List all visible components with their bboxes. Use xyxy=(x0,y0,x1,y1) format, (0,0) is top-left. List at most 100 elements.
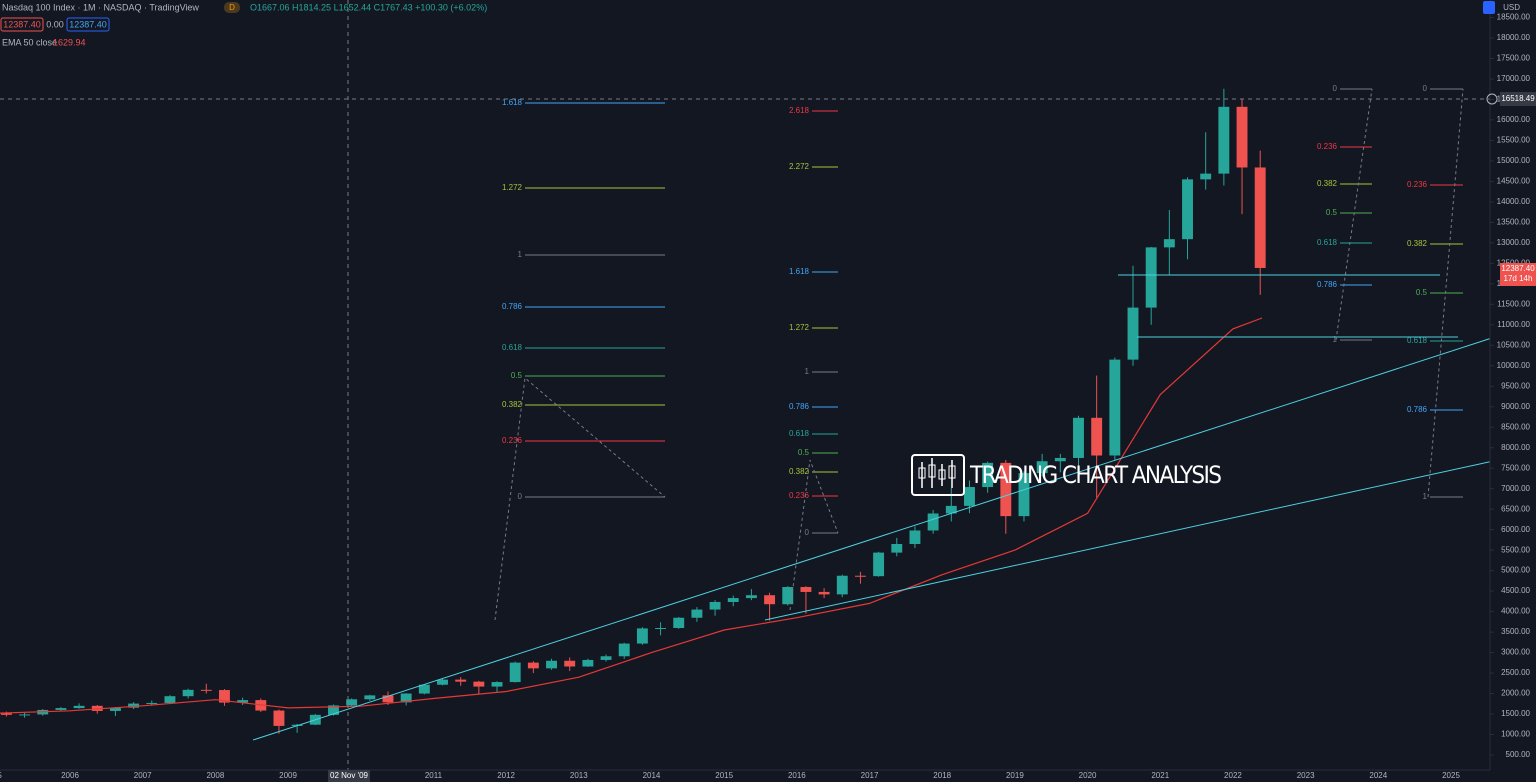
fib-label: 0.5 xyxy=(511,371,523,380)
candle-body xyxy=(582,659,594,667)
badge-box xyxy=(224,2,240,13)
fib-label: 0.236 xyxy=(502,436,523,445)
fib-label: 0 xyxy=(805,528,810,537)
fib-label: 0.382 xyxy=(1317,179,1338,188)
ema-value: 1629.94 xyxy=(53,37,86,47)
candle-body xyxy=(1073,417,1084,458)
candle-body xyxy=(1036,461,1048,474)
candle-body xyxy=(346,699,358,706)
candle-body xyxy=(237,700,249,703)
candle-body xyxy=(128,703,140,708)
y-tick-label: 7500.00 xyxy=(1501,463,1530,472)
buy-button[interactable] xyxy=(66,17,110,32)
candle-body xyxy=(55,708,67,710)
fib-label: 0.618 xyxy=(1407,336,1428,345)
y-tick-label: 7000.00 xyxy=(1501,484,1530,493)
fib-label: 0.786 xyxy=(789,402,810,411)
candle-body xyxy=(491,682,503,687)
fib-label: 1.618 xyxy=(502,98,523,107)
candle-body xyxy=(836,575,848,595)
y-tick-label: 15000.00 xyxy=(1497,156,1531,165)
fib-label: 0.382 xyxy=(1407,239,1428,248)
candle-body xyxy=(328,705,339,715)
candle-body xyxy=(891,543,903,553)
fib-label: 0 xyxy=(1333,84,1338,93)
x-tick-label: 2017 xyxy=(861,771,879,780)
x-tick-label: 2018 xyxy=(933,771,951,780)
watermark-icon xyxy=(921,458,953,488)
last-price-box xyxy=(1500,263,1536,286)
candle-body xyxy=(927,513,939,531)
candle-body xyxy=(655,627,667,629)
fib-label: 1 xyxy=(805,367,810,376)
candle-body xyxy=(764,595,776,605)
candle-body xyxy=(1054,457,1066,462)
y-tick-label: 2000.00 xyxy=(1501,689,1530,698)
countdown: 17d 14h xyxy=(1504,274,1533,283)
candle-body xyxy=(727,598,739,602)
candle-body xyxy=(546,660,557,669)
y-tick-label: 14000.00 xyxy=(1497,197,1531,206)
sell-button[interactable] xyxy=(0,17,44,32)
candle-body xyxy=(854,575,866,577)
y-tick-label: 8000.00 xyxy=(1501,443,1530,452)
fib-trend xyxy=(494,377,666,621)
fib-label: 0 xyxy=(518,492,523,501)
y-tick-label: 16000.00 xyxy=(1497,115,1531,124)
y-tick-label: 15500.00 xyxy=(1497,136,1531,145)
candle-body xyxy=(400,693,412,703)
fib-label: 1 xyxy=(1423,492,1428,501)
fib-label: 0.236 xyxy=(1317,142,1338,151)
candle-body xyxy=(818,591,830,595)
x-tick-label: 2013 xyxy=(570,771,588,780)
fib-label: 0.236 xyxy=(1407,180,1428,189)
watermark: TRADING CHART ANALYSIS xyxy=(911,454,1222,496)
x-tick-label: 2022 xyxy=(1224,771,1242,780)
ema-line xyxy=(0,317,1263,714)
candle-body xyxy=(600,656,612,660)
fib-label: 1.618 xyxy=(789,267,810,276)
y-tick-label: 9500.00 xyxy=(1501,381,1530,390)
candle-body xyxy=(964,487,975,506)
candle-body xyxy=(909,530,921,544)
fib-label: 0.786 xyxy=(1407,405,1428,414)
candle-body xyxy=(527,662,539,669)
candle-body xyxy=(1163,239,1175,248)
fib-label: 1.272 xyxy=(789,323,810,332)
watermark-icon xyxy=(938,469,946,480)
add-button[interactable] xyxy=(1486,93,1498,105)
watermark-icon xyxy=(918,467,926,479)
y-tick-label: 8500.00 xyxy=(1501,422,1530,431)
candle-body xyxy=(1127,307,1139,360)
candle-body xyxy=(1109,359,1121,456)
y-tick-label: 13000.00 xyxy=(1497,238,1531,247)
fib-label: 0.5 xyxy=(1416,288,1428,297)
y-tick-label: 13500.00 xyxy=(1497,217,1531,226)
x-tick-label: 2012 xyxy=(497,771,515,780)
y-tick-label: 2500.00 xyxy=(1501,668,1530,677)
x-tick-label: 2023 xyxy=(1297,771,1315,780)
y-tick-label: 9000.00 xyxy=(1501,402,1530,411)
y-tick-label: 10500.00 xyxy=(1497,340,1531,349)
candle-body xyxy=(164,696,176,703)
y-tick-label: 1000.00 xyxy=(1501,730,1530,739)
currency: USD xyxy=(1503,3,1520,12)
fib-label: 0.382 xyxy=(789,467,810,476)
fib-trend xyxy=(1335,88,1373,341)
y-tick-label: 11000.00 xyxy=(1497,320,1530,329)
y-tick-label: 14500.00 xyxy=(1497,177,1531,186)
fib-label: 2.618 xyxy=(789,106,810,115)
candle-body xyxy=(219,690,230,703)
candle-body xyxy=(691,609,703,618)
candle-body xyxy=(73,705,85,709)
settings-button[interactable] xyxy=(1483,1,1495,14)
x-tick-label: 2014 xyxy=(643,771,661,780)
fib-label: 1 xyxy=(518,250,523,259)
y-tick-label: 5000.00 xyxy=(1501,566,1530,575)
y-tick-label: 17000.00 xyxy=(1497,74,1531,83)
fib-label: 1 xyxy=(1333,335,1338,344)
candle-body xyxy=(873,552,885,577)
y-tick-label: 12500.00 xyxy=(1497,258,1531,267)
crosshair-time-box xyxy=(328,770,370,782)
